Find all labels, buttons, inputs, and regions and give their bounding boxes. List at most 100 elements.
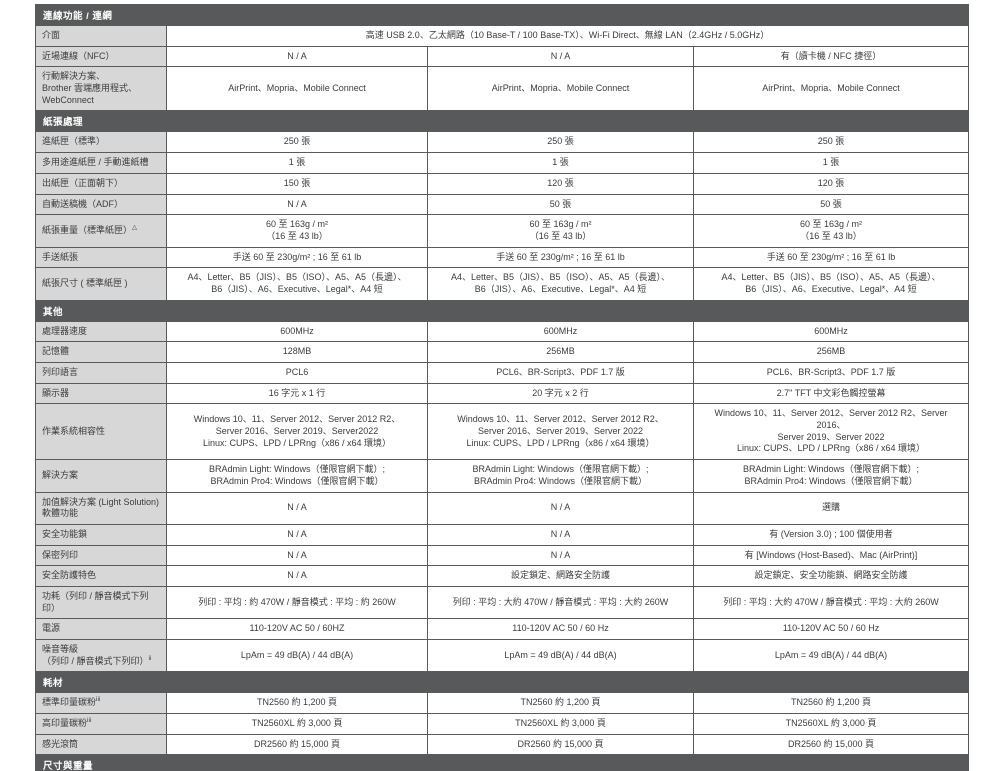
spec-row: 作業系統相容性 Windows 10、11、Server 2012、Server …: [35, 403, 970, 461]
section-row: 耗材: [34, 671, 970, 694]
row-label-text: 進紙匣（標準）: [42, 136, 106, 147]
spec-value-cell: LpAm = 49 dB(A) / 44 dB(A): [166, 638, 428, 673]
row-label-text: 紙張尺寸 ( 標準紙匣 ): [42, 278, 128, 289]
spec-row: 處理器速度 600MHz 600MHz 600MHz: [35, 320, 970, 343]
row-label-cell: 手送紙張: [35, 246, 167, 269]
row-label-cell: 顯示器: [35, 382, 167, 405]
spec-row: 解決方案 BRAdmin Light: Windows（僅限官網下載）; BRAd…: [35, 459, 970, 493]
spec-value-cell: Windows 10、11、Server 2012、Server 2012 R2…: [427, 403, 694, 461]
spec-value-cell: 60 至 163g / m² （16 至 43 lb）: [692, 214, 970, 248]
spec-value-cell: 600MHz: [166, 320, 428, 343]
spec-table-body: 連線功能 / 連網介面 高速 USB 2.0、乙太網路（10 Base-T / 1…: [34, 4, 970, 771]
spec-value-cell: 250 張: [427, 131, 694, 154]
spec-value-cell: 120 張: [692, 172, 970, 195]
row-label-cell: 電源: [35, 618, 167, 640]
spec-row: 記憶體 128MB 256MB 256MB: [35, 341, 970, 363]
spec-value-cell: TN2560XL 約 3,000 頁: [166, 713, 428, 735]
spec-value-cell: BRAdmin Light: Windows（僅限官網下載）; BRAdmin …: [692, 459, 970, 493]
spec-value-cell: 128MB: [166, 341, 428, 363]
spec-value-cell: 設定鎖定、網路安全防護: [427, 565, 694, 587]
row-label-cell: 紙張重量（標準紙匣）△: [35, 214, 167, 248]
spec-value-cell: 設定鎖定、安全功能鎖、網路安全防護: [692, 565, 970, 587]
spec-row: 感光滾筒 DR2560 約 15,000 頁 DR2560 約 15,000 頁 DR…: [35, 733, 970, 756]
spec-value-cell: 600MHz: [427, 320, 694, 343]
spec-value-cell: AirPrint、Mopria、Mobile Connect: [692, 66, 970, 112]
spec-value-cell: 256MB: [427, 341, 694, 363]
row-label-cell: 近場連線（NFC）: [35, 45, 167, 68]
spec-row: 列印語言 PCL6 PCL6、BR-Script3、PDF 1.7 版 PCL6、BR…: [35, 362, 970, 384]
spec-value-cell: 列印 : 平均 : 大約 470W / 靜音模式 : 平均 : 大約 260W: [692, 585, 970, 620]
spec-value-cell: 110-120V AC 50 / 60 Hz: [692, 618, 970, 640]
spec-value-cell: N / A: [166, 45, 428, 68]
row-label-cell: 加值解決方案 (Light Solution) 軟體功能: [35, 491, 167, 525]
spec-row: 紙張重量（標準紙匣）△ 60 至 163g / m² （16 至 43 lb） 60…: [35, 214, 970, 248]
row-label-cell: 安全防護特色: [35, 565, 167, 587]
row-label-cell: 安全功能鎖: [35, 523, 167, 546]
spec-value-cell: 列印 : 平均 : 約 470W / 靜音模式 : 平均 : 約 260W: [166, 585, 428, 620]
printer-spec-table: 連線功能 / 連網介面 高速 USB 2.0、乙太網路（10 Base-T / 1…: [34, 4, 970, 771]
row-label-text: 記憶體: [42, 346, 70, 357]
spec-value-cell: N / A: [166, 491, 428, 525]
spec-value-cell: 120 張: [427, 172, 694, 195]
footnote-marker: iii: [87, 717, 92, 725]
section-row: 紙張處理: [34, 110, 970, 133]
spec-value-cell: 60 至 163g / m² （16 至 43 lb）: [427, 214, 694, 248]
row-label-text: 加值解決方案 (Light Solution) 軟體功能: [42, 496, 160, 519]
row-label-text: 處理器速度: [42, 325, 88, 336]
section-row: 其他: [34, 299, 970, 322]
row-label-cell: 記憶體: [35, 341, 167, 363]
row-label-cell: 處理器速度: [35, 320, 167, 343]
spec-row: 高印量碳粉iii TN2560XL 約 3,000 頁 TN2560XL 約 3,0…: [35, 713, 970, 735]
section-header: 耗材: [34, 671, 970, 694]
row-label-text: 近場連線（NFC）: [42, 50, 115, 61]
spec-row: 自動送稿機（ADF） N / A 50 張 50 張: [35, 193, 970, 216]
row-label-text: 功耗（列印 / 靜音模式下列印）: [42, 590, 149, 613]
row-label-cell: 紙張尺寸 ( 標準紙匣 ): [35, 267, 167, 301]
spec-value-cell: PCL6: [166, 362, 428, 384]
footnote-marker: ii: [148, 654, 152, 662]
row-label-text: 紙張重量（標準紙匣）: [42, 225, 133, 236]
spec-value-cell: AirPrint、Mopria、Mobile Connect: [166, 66, 428, 112]
spec-value-cell: 有 [Windows (Host-Based)、Mac (AirPrint)]: [692, 544, 970, 567]
row-label-text: 安全防護特色: [42, 570, 97, 581]
row-label-text: 標準印量碳粉: [42, 697, 97, 708]
spec-value-cell: DR2560 約 15,000 頁: [166, 733, 428, 756]
spec-value-cell: 1 張: [427, 152, 694, 174]
row-label-text: 作業系統相容性: [42, 425, 106, 436]
row-label-text: 行動解決方案、 Brother 雲端應用程式、 WebConnect: [42, 71, 138, 105]
row-label-text: 安全功能鎖: [42, 528, 88, 539]
row-label-text: 顯示器: [42, 387, 70, 398]
spec-value-cell: 110-120V AC 50 / 60 Hz: [427, 618, 694, 640]
section-header: 連線功能 / 連網: [34, 4, 970, 26]
row-label-text: 感光滾筒: [42, 738, 79, 749]
row-label-cell: 高印量碳粉iii: [35, 713, 167, 735]
footnote-marker: △: [132, 224, 138, 232]
row-label-text: 列印語言: [42, 367, 79, 377]
row-label-text: 介面: [42, 30, 61, 40]
row-label-cell: 出紙匣（正面朝下）: [35, 172, 167, 195]
spec-value-cell: 1 張: [166, 152, 428, 174]
row-label-cell: 行動解決方案、 Brother 雲端應用程式、 WebConnect: [35, 66, 167, 112]
row-label-cell: 介面: [35, 25, 167, 47]
spec-value-cell: N / A: [427, 523, 694, 546]
spec-value-cell: A4、Letter、B5（JIS）、B5（ISO）、A5、A5（長邊）、 B6（…: [166, 267, 428, 301]
spec-value-cell: PCL6、BR-Script3、PDF 1.7 版: [692, 362, 970, 384]
section-row: 連線功能 / 連網: [34, 4, 970, 26]
spec-value-cell: N / A: [166, 565, 428, 587]
spec-row: 紙張尺寸 ( 標準紙匣 ) A4、Letter、B5（JIS）、B5（ISO）、A…: [35, 267, 970, 301]
spec-value-cell: TN2560 約 1,200 頁: [427, 692, 694, 715]
spec-value-cell: BRAdmin Light: Windows（僅限官網下載）; BRAdmin …: [166, 459, 428, 493]
row-label-text: 噪音等級 （列印 / 靜音模式下列印）: [42, 644, 149, 666]
row-label-text: 電源: [42, 623, 61, 634]
row-label-cell: 感光滾筒: [35, 733, 167, 756]
spec-value-cell: 256MB: [692, 341, 970, 363]
spec-row: 標準印量碳粉iii TN2560 約 1,200 頁 TN2560 約 1,200 …: [35, 692, 970, 715]
spec-value-cell: BRAdmin Light: Windows（僅限官網下載）; BRAdmin …: [427, 459, 694, 493]
spec-value-cell: N / A: [427, 45, 694, 68]
spec-row: 手送紙張 手送 60 至 230g/m² ; 16 至 61 lb 手送 60 至 …: [35, 246, 970, 269]
spec-value-cell: 20 字元 x 2 行: [427, 382, 694, 405]
spec-value-cell: 高速 USB 2.0、乙太網路（10 Base-T / 100 Base-TX）…: [165, 25, 970, 47]
spec-value-cell: TN2560XL 約 3,000 頁: [427, 713, 694, 735]
